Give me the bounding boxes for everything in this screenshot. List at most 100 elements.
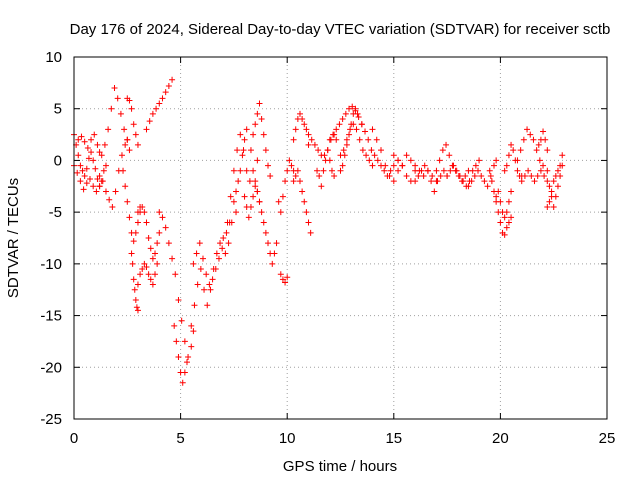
data-point [204,302,211,309]
plot-frame [73,56,608,420]
data-point [277,209,284,216]
data-point [447,167,454,174]
data-point [436,157,443,164]
data-point [501,167,508,174]
data-point [131,286,138,293]
data-point [353,126,360,133]
data-point [554,183,561,190]
data-point [128,250,135,257]
chart-title: Day 176 of 2024, Sidereal Day-to-day VTE… [70,21,611,38]
y-tick-label: -15 [40,308,62,325]
x-tick-label: 0 [70,430,78,447]
data-point [124,198,131,205]
data-point [369,162,376,169]
data-point [109,203,116,210]
x-tick-label: 5 [176,430,184,447]
data-point [128,105,135,112]
data-point [124,136,131,143]
data-point [475,167,482,174]
data-point [193,250,200,257]
data-point [292,126,299,133]
data-point [339,162,346,169]
data-point [237,167,244,174]
data-point [194,281,201,288]
data-point [537,167,544,174]
data-point [265,240,272,247]
data-point [554,167,561,174]
data-point [88,136,95,143]
data-point [146,118,153,125]
data-point [446,152,453,159]
data-point [415,172,422,179]
data-point [126,97,133,104]
data-point [316,172,323,179]
data-point [93,188,100,195]
data-point [141,209,148,216]
data-point [250,167,257,174]
data-point [206,281,213,288]
data-point [156,229,163,236]
data-point [83,165,90,172]
data-point [149,281,156,288]
data-point [96,183,103,190]
data-point [134,209,141,216]
data-point [240,147,247,154]
data-point [147,245,154,252]
data-point [497,219,504,226]
data-point [156,100,163,107]
data-point [528,172,535,179]
data-point [230,198,237,205]
data-point [279,193,286,200]
data-point [126,214,133,221]
x-tick-label: 10 [279,430,296,447]
data-point [307,229,314,236]
data-point [546,198,553,205]
data-point [412,178,419,185]
data-point [162,89,169,96]
y-tick-label: 0 [54,152,62,169]
data-point [520,136,527,143]
data-point [294,167,301,174]
data-point [126,147,133,154]
data-point [190,328,197,335]
data-point [114,95,121,102]
data-point [530,136,537,143]
data-point [508,188,515,195]
data-point [88,149,95,156]
data-point [190,260,197,267]
data-point [439,147,446,154]
data-point [368,147,375,154]
data-point [169,76,176,83]
data-point [311,141,318,148]
data-point [175,353,182,360]
data-point [343,141,350,148]
data-point [213,250,220,257]
data-point [501,214,508,221]
data-point [90,183,97,190]
data-point [171,322,178,329]
data-point [337,167,344,174]
data-point [260,131,267,138]
data-point [139,203,146,210]
data-point [181,338,188,345]
data-point [75,136,82,143]
data-point [165,82,172,89]
data-point [544,167,551,174]
data-point [220,235,227,241]
data-point [395,167,402,174]
data-point [230,167,237,174]
data-point [246,178,253,185]
data-point [165,240,172,247]
data-point [418,167,425,174]
data-point [550,203,557,210]
data-point [434,178,441,185]
data-point [349,103,356,110]
data-point [346,131,353,138]
data-point [330,131,337,138]
y-tick-label: 10 [45,49,62,66]
data-point [444,172,451,179]
data-point [137,271,144,278]
data-point [245,214,252,221]
y-tick-label: -5 [49,204,62,221]
data-point [143,126,150,133]
